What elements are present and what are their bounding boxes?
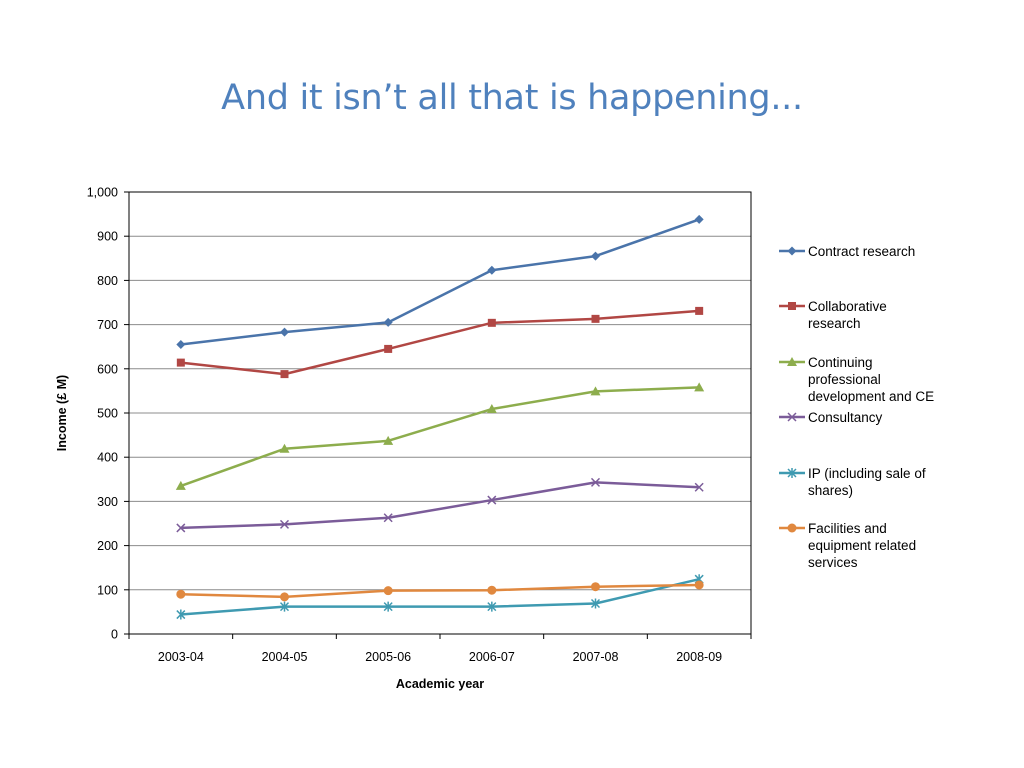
x-tick-label: 2007-08	[573, 650, 619, 664]
legend-label: Facilities and	[808, 521, 887, 536]
legend-label: services	[808, 555, 858, 570]
y-tick-label: 800	[97, 274, 118, 288]
legend-label: Consultancy	[808, 410, 883, 425]
legend-marker	[787, 246, 797, 256]
x-tick-label: 2008-09	[676, 650, 722, 664]
data-point	[280, 592, 289, 602]
legend-item: Continuing professional development and CE	[779, 355, 934, 404]
y-tick-label: 700	[97, 318, 118, 332]
series-4	[176, 477, 704, 533]
data-point	[590, 598, 601, 609]
series-3	[175, 382, 705, 490]
data-point	[383, 435, 394, 445]
data-point	[486, 404, 497, 414]
legend: Contract researchCollaborativeresearchCo…	[779, 244, 934, 570]
legend-marker	[788, 302, 796, 310]
series	[175, 214, 705, 620]
y-axis-ticks: 0 100 200 300 400 500 600 700 800 900 1,000	[87, 186, 129, 642]
data-point	[487, 585, 497, 595]
slide-title: And it isn’t all that is happening...	[221, 78, 803, 118]
series-line	[180, 218, 700, 346]
series-2	[176, 306, 704, 379]
x-tick-label: 2004-05	[262, 650, 308, 664]
series-line	[180, 577, 700, 616]
y-tick-label: 600	[97, 362, 118, 376]
data-point	[279, 601, 290, 612]
legend-label: research	[808, 316, 861, 331]
data-point	[383, 513, 393, 523]
legend-item: Facilities and equipment related services	[779, 521, 916, 570]
legend-label: Collaborative	[808, 299, 887, 314]
data-point	[280, 370, 289, 379]
x-axis-title: Academic year	[396, 677, 484, 691]
y-tick-label: 0	[111, 628, 118, 642]
data-point	[591, 314, 600, 323]
data-point	[176, 339, 186, 349]
data-point	[176, 523, 186, 533]
data-point	[694, 482, 704, 492]
data-point	[176, 358, 185, 367]
series-line	[180, 386, 700, 488]
legend-item: Contract research	[779, 244, 915, 259]
legend-item: Collaborative research	[779, 299, 887, 331]
legend-item: Consultancy	[779, 410, 883, 425]
data-point	[591, 251, 600, 261]
data-point	[694, 382, 705, 392]
data-point	[590, 477, 601, 487]
y-tick-label: 400	[97, 451, 118, 465]
y-tick-label: 900	[97, 230, 118, 244]
data-point	[175, 480, 186, 490]
legend-marker	[787, 357, 797, 366]
series-line	[180, 481, 700, 530]
x-tick-label: 2003-04	[158, 650, 204, 664]
data-point	[487, 601, 497, 612]
data-point	[487, 318, 496, 327]
data-point	[590, 386, 601, 396]
series-6	[176, 580, 704, 602]
legend-label: professional	[808, 372, 881, 387]
legend-label: Continuing	[808, 355, 873, 370]
y-tick-label: 300	[97, 495, 118, 509]
data-point	[383, 317, 393, 327]
x-axis-ticks: 2003-04 2004-05 2005-06 2006-07 2007-08 2008-…	[128, 634, 752, 664]
data-point	[694, 580, 704, 590]
y-tick-label: 100	[97, 583, 118, 597]
series-line	[180, 583, 700, 599]
data-point	[280, 327, 289, 337]
legend-marker	[787, 468, 797, 478]
legend-label: development and CE	[808, 389, 934, 404]
data-point	[176, 589, 186, 599]
y-tick-label: 500	[97, 407, 118, 421]
y-tick-label: 200	[97, 539, 118, 553]
x-tick-label: 2006-07	[469, 650, 515, 664]
data-point	[487, 495, 497, 505]
legend-label: equipment related	[808, 538, 916, 553]
legend-item: IP (including sale of shares)	[779, 466, 926, 498]
legend-marker	[787, 523, 797, 533]
y-axis-title: Income (£ M)	[55, 375, 69, 451]
y-tick-label: 1,000	[87, 186, 118, 200]
legend-marker	[787, 412, 797, 422]
legend-label: Contract research	[808, 244, 915, 259]
data-point	[176, 609, 186, 620]
data-point	[383, 586, 393, 596]
data-point	[279, 443, 290, 453]
gridlines	[129, 235, 751, 591]
data-point	[695, 306, 704, 315]
legend-label: shares)	[808, 483, 853, 498]
data-point	[279, 519, 290, 529]
legend-label: IP (including sale of	[808, 466, 926, 481]
data-point	[694, 214, 704, 224]
data-point	[383, 601, 393, 612]
data-point	[591, 582, 600, 592]
data-point	[384, 344, 393, 353]
x-tick-label: 2005-06	[365, 650, 411, 664]
series-1	[176, 214, 704, 349]
series-line	[180, 309, 700, 376]
data-point	[487, 265, 497, 275]
